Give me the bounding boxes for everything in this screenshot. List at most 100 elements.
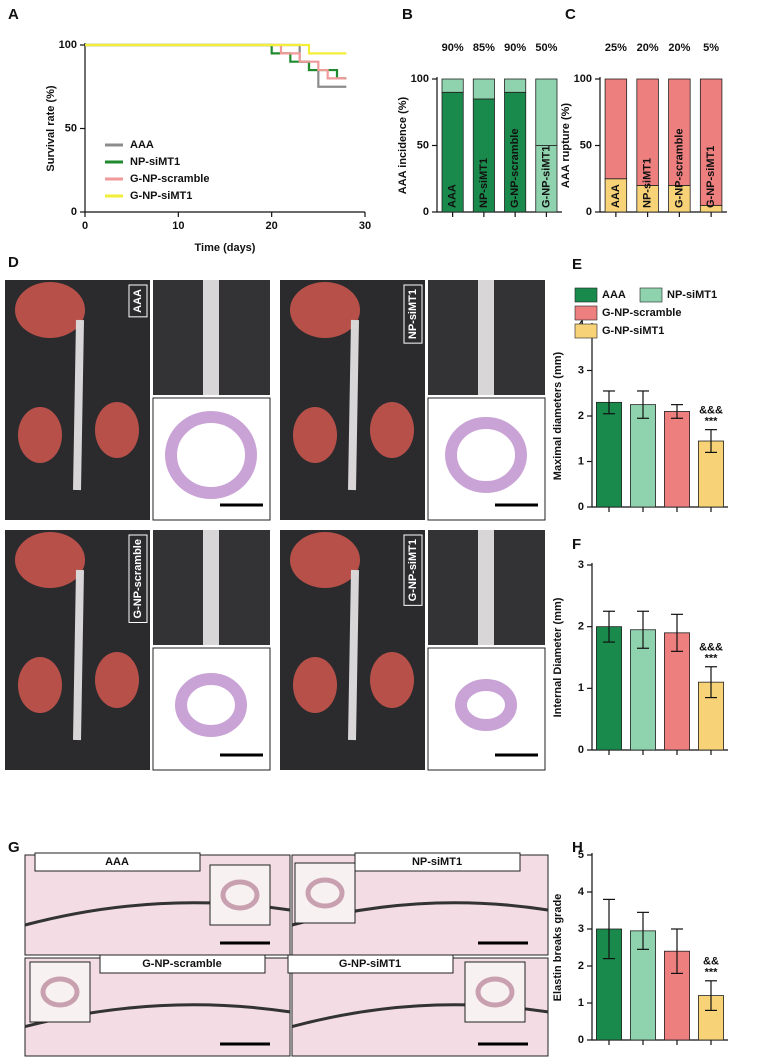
- inset: [209, 864, 271, 926]
- y-tick-label: 0: [578, 744, 584, 756]
- significance-label: &&&: [699, 642, 723, 654]
- value-label: 25%: [605, 42, 627, 54]
- value-label: 20%: [637, 42, 659, 54]
- panel-letter: F: [572, 536, 581, 553]
- y-tick-label: 2: [578, 960, 584, 972]
- x-tick-label: 20: [266, 220, 278, 232]
- y-tick-label: 3: [578, 559, 584, 571]
- y-tick-label: 3: [578, 923, 584, 935]
- label-box: [287, 954, 454, 974]
- legend-swatch: [574, 305, 598, 321]
- y-tick-label: 50: [417, 139, 429, 151]
- y-tick-label: 5: [578, 849, 584, 861]
- y-tick-label: 1: [578, 455, 584, 467]
- bar-category-label: G-NP-scramble: [509, 129, 521, 208]
- bar-category-label: G-NP-siMT1: [705, 146, 717, 208]
- bar: [664, 411, 690, 508]
- value-label: 50%: [535, 42, 557, 54]
- y-tick-label: 50: [580, 139, 592, 151]
- y-tick-label: 1: [578, 997, 584, 1009]
- inset-vessel: [305, 877, 345, 909]
- panel-letter: G: [8, 839, 20, 856]
- label-box: [403, 534, 423, 606]
- bar-segment: [604, 78, 628, 180]
- kidney: [370, 402, 414, 458]
- panel-letter: E: [572, 256, 582, 273]
- y-axis-label: Elastin breaks grade: [552, 894, 564, 1002]
- significance-label: ***: [705, 967, 719, 979]
- legend-label: G-NP-scramble: [602, 307, 681, 319]
- label-box: [354, 852, 521, 872]
- bar: [596, 626, 622, 751]
- group-label: G-NP-siMT1: [339, 958, 401, 970]
- y-tick-label: 0: [71, 206, 77, 218]
- significance-label: &&: [703, 956, 719, 968]
- y-axis-label: AAA incidence (%): [397, 96, 409, 194]
- kidney: [18, 657, 62, 713]
- significance-label: ***: [705, 416, 719, 428]
- group-label: G-NP-scramble: [132, 539, 144, 618]
- legend-label: AAA: [602, 289, 626, 301]
- kidney: [95, 402, 139, 458]
- x-tick-label: 10: [172, 220, 184, 232]
- x-tick-label: 0: [82, 220, 88, 232]
- bar-segment: [668, 78, 691, 186]
- vessel-section: [445, 417, 527, 493]
- value-label: 85%: [473, 42, 495, 54]
- panel-letter: C: [565, 6, 576, 23]
- inset: [464, 961, 526, 1023]
- vessel-section: [165, 411, 257, 499]
- aorta: [73, 569, 84, 741]
- y-tick-label: 100: [574, 73, 592, 85]
- histology: [427, 647, 546, 771]
- label-box: [99, 954, 266, 974]
- heart: [290, 282, 360, 338]
- legend-label: G-NP-siMT1: [130, 190, 192, 202]
- kidney: [95, 652, 139, 708]
- label-box: [128, 284, 148, 318]
- legend-swatch: [639, 287, 663, 303]
- bar-category-label: AAA: [610, 184, 622, 208]
- bar: [630, 404, 656, 508]
- bar: [630, 629, 656, 751]
- legend-swatch: [574, 323, 598, 339]
- group-label: AAA: [132, 289, 144, 313]
- y-tick-label: 100: [59, 39, 77, 51]
- bar-segment: [472, 78, 495, 100]
- y-tick-label: 0: [586, 206, 592, 218]
- heart: [15, 532, 85, 588]
- y-tick-label: 2: [578, 621, 584, 633]
- inset-vessel: [475, 976, 515, 1008]
- kidney: [293, 657, 337, 713]
- bar-category-label: G-NP-siMT1: [540, 146, 552, 208]
- panel-letter: A: [8, 6, 19, 23]
- y-axis-label: Maximal diameters (mm): [552, 351, 564, 480]
- bar: [596, 401, 622, 508]
- bar-category-label: NP-siMT1: [478, 158, 490, 208]
- heart: [290, 532, 360, 588]
- y-tick-label: 100: [411, 73, 429, 85]
- y-axis-label: Survival rate (%): [45, 85, 57, 172]
- kidney: [18, 407, 62, 463]
- bar-segment: [636, 78, 659, 186]
- bar-segment: [441, 78, 464, 93]
- legend-label: NP-siMT1: [667, 289, 717, 301]
- y-tick-label: 1: [578, 682, 584, 694]
- y-tick-label: 3: [578, 364, 584, 376]
- y-tick-label: 0: [578, 1034, 584, 1046]
- inset: [294, 862, 356, 924]
- bar-category-label: AAA: [447, 184, 459, 208]
- panel-letter: D: [8, 254, 19, 271]
- panel-letter: B: [402, 6, 413, 23]
- legend-label: AAA: [130, 139, 154, 151]
- aorta: [348, 319, 359, 491]
- label-box: [34, 852, 201, 872]
- significance-label: ***: [705, 653, 719, 665]
- survival-line: [85, 43, 347, 88]
- legend-label: G-NP-siMT1: [602, 325, 664, 337]
- kidney: [370, 652, 414, 708]
- heart: [15, 282, 85, 338]
- group-label: NP-siMT1: [407, 289, 419, 339]
- group-label: AAA: [105, 856, 129, 868]
